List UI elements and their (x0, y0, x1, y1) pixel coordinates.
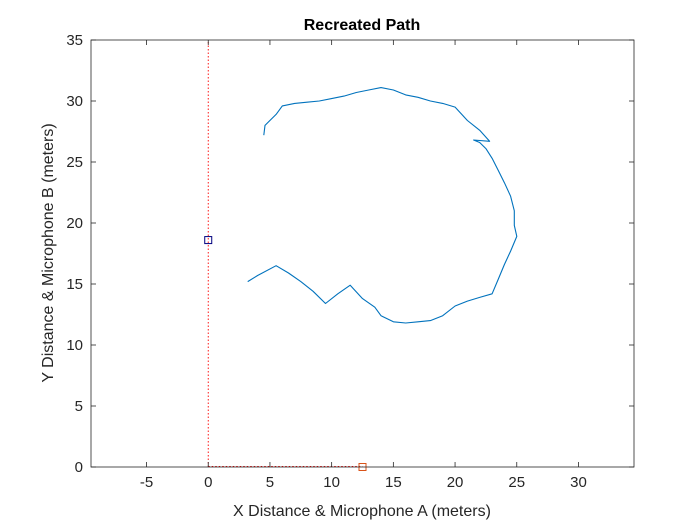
x-tick-label: 10 (323, 474, 340, 491)
x-tick-label: 5 (266, 474, 274, 491)
x-tick-label: 25 (508, 474, 525, 491)
y-tick-label: 15 (66, 276, 83, 293)
y-tick-label: 0 (75, 459, 83, 476)
y-tick-label: 20 (66, 215, 83, 232)
y-tick-label: 25 (66, 154, 83, 171)
microphone-guide-lines (207, 40, 363, 467)
chart-title: Recreated Path (304, 17, 421, 34)
x-tick-label: 15 (385, 474, 402, 491)
x-tick-label: -5 (140, 474, 153, 491)
x-tick-label: 20 (447, 474, 464, 491)
y-tick-label: 10 (66, 337, 83, 354)
axis-ticks: -5 0 5 10 15 20 25 30 0 5 10 15 20 25 30 35 (66, 32, 634, 491)
path-line (247, 87, 518, 324)
y-tick-label: 30 (66, 93, 83, 110)
y-tick-label: 5 (75, 398, 83, 415)
plot-frame (90, 39, 635, 468)
plot-area (91, 40, 634, 467)
x-tick-label: 30 (570, 474, 587, 491)
y-tick-label: 35 (66, 32, 83, 49)
path-series (247, 87, 518, 324)
x-axis-label: X Distance & Microphone A (meters) (233, 503, 491, 520)
microphone-b-marker (204, 236, 213, 245)
x-tick-label: 0 (204, 474, 212, 491)
y-axis-label: Y Distance & Microphone B (meters) (40, 123, 57, 382)
